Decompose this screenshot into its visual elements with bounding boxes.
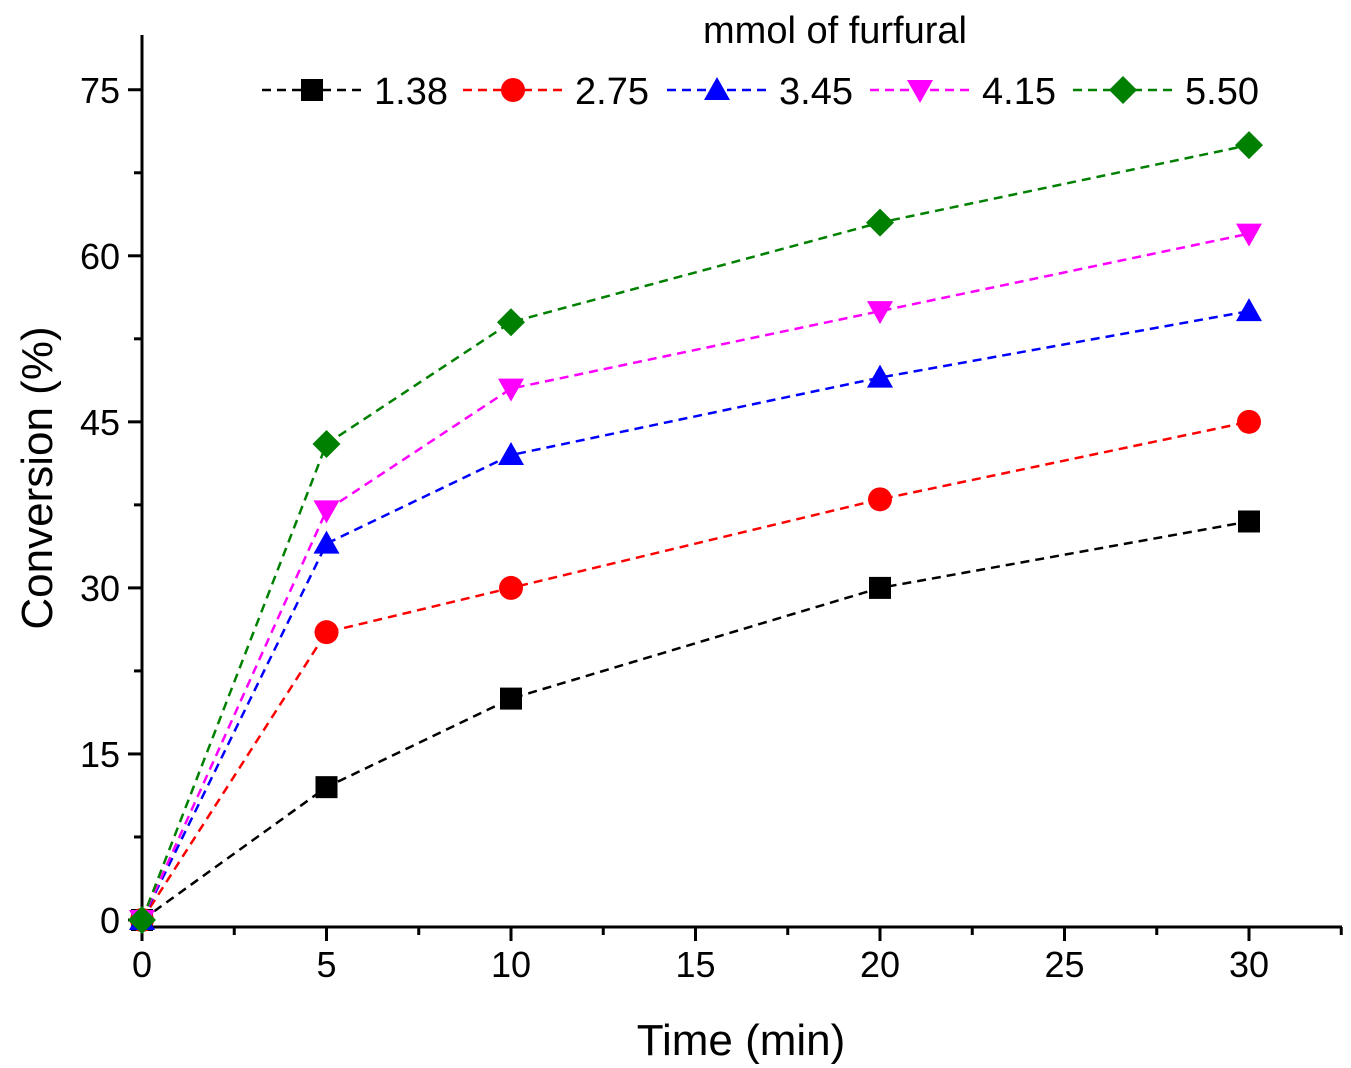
data-point: [499, 575, 523, 600]
legend-item-2.75: 2.75: [463, 71, 649, 113]
series-line: [140, 420, 1250, 921]
data-point: [1238, 510, 1260, 533]
y-axis-title: Conversion (%): [13, 326, 62, 629]
data-point: [314, 620, 339, 645]
x-tick-label: 20: [860, 944, 900, 985]
legend: mmol of furfural 1.38 2.75 3.45 4.15 5.50: [262, 10, 1259, 113]
series-line: [140, 143, 1250, 921]
legend-marker: [1109, 76, 1137, 104]
data-point: [500, 687, 522, 710]
legend-label: 3.45: [779, 71, 853, 113]
legend-label: 1.38: [374, 71, 448, 113]
legend-item-3.45: 3.45: [667, 71, 853, 113]
data-point: [1237, 409, 1261, 434]
y-tick-label: 75: [80, 70, 120, 111]
axes: [140, 35, 1342, 929]
x-axis-title: Time (min): [637, 1016, 846, 1065]
data-point: [866, 208, 894, 237]
legend-item-5.50: 5.50: [1073, 71, 1259, 113]
y-tick-label: 15: [80, 734, 120, 775]
series-2.75: [130, 409, 1261, 932]
legend-items: 1.38 2.75 3.45 4.15 5.50: [262, 71, 1259, 113]
data-point: [128, 906, 156, 934]
y-tick-label: 30: [80, 568, 120, 609]
series-1.38: [131, 510, 1260, 931]
x-tick-label: 10: [491, 944, 531, 985]
data-point: [498, 442, 524, 466]
x-tick-label: 15: [675, 944, 715, 985]
series-line: [140, 232, 1250, 921]
x-axis-ticks: 0 5 10 15 20 25 30: [132, 927, 1343, 985]
legend-label: 5.50: [1185, 71, 1259, 113]
data-point: [312, 429, 341, 458]
x-tick-label: 30: [1229, 944, 1269, 985]
data-point: [867, 364, 893, 388]
data-point: [313, 500, 340, 524]
series-5.50: [128, 131, 1263, 934]
series-3.45: [129, 298, 1262, 930]
y-tick-label: 60: [80, 236, 120, 277]
x-tick-label: 5: [316, 944, 336, 985]
series-4.15: [129, 223, 1262, 933]
legend-item-1.38: 1.38: [262, 71, 448, 113]
legend-marker: [301, 79, 323, 101]
data-point: [315, 776, 338, 799]
legend-marker: [907, 80, 933, 103]
x-tick-label: 25: [1044, 944, 1084, 985]
legend-item-4.15: 4.15: [870, 71, 1056, 113]
legend-marker: [704, 77, 730, 100]
y-axis-ticks: 0 15 30 45 60 75: [80, 70, 142, 941]
legend-marker: [501, 78, 525, 102]
data-point: [869, 576, 891, 599]
data-point: [497, 308, 525, 337]
data-point: [1236, 223, 1262, 247]
series-layer: [128, 131, 1263, 934]
data-point: [1235, 131, 1263, 160]
y-tick-label: 45: [80, 402, 120, 443]
data-point: [868, 487, 892, 512]
legend-title: mmol of furfural: [703, 10, 967, 52]
series-line: [141, 520, 1250, 922]
data-point: [1236, 298, 1262, 322]
x-tick-label: 0: [132, 944, 152, 985]
series-line: [140, 309, 1250, 921]
data-point: [867, 301, 893, 325]
data-point: [313, 530, 340, 554]
y-tick-label: 0: [100, 900, 120, 941]
legend-label: 4.15: [982, 71, 1056, 113]
legend-label: 2.75: [575, 71, 649, 113]
data-point: [498, 378, 524, 402]
